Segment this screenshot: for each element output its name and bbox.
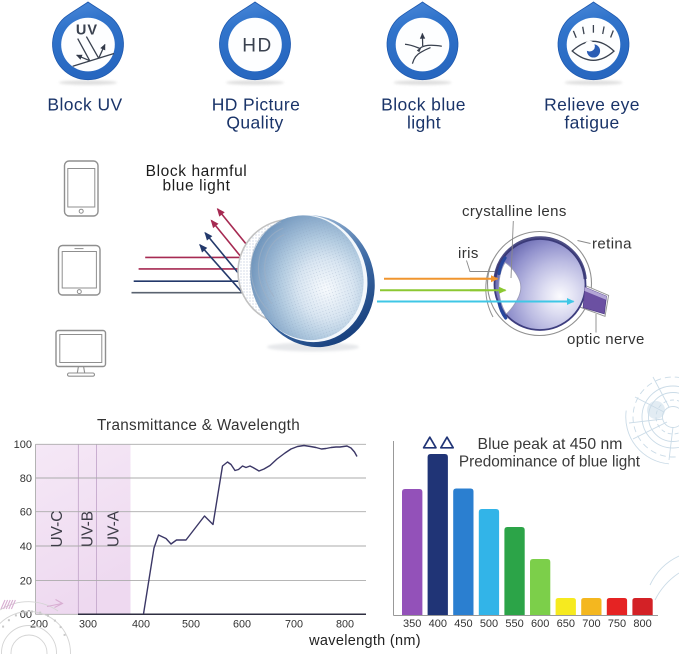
svg-text:700: 700: [582, 618, 600, 630]
svg-text:500: 500: [182, 618, 200, 630]
svg-text:HD Picture: HD Picture: [212, 95, 301, 115]
svg-text:Transmittance & Wavelength: Transmittance & Wavelength: [97, 417, 300, 434]
svg-text:80: 80: [20, 473, 32, 485]
svg-text:60: 60: [20, 507, 32, 519]
svg-text:Predominance of blue light: Predominance of blue light: [459, 454, 641, 471]
svg-text:100: 100: [14, 439, 32, 451]
svg-text:650: 650: [557, 618, 575, 630]
svg-text:700: 700: [285, 618, 303, 630]
svg-text:UV-C: UV-C: [49, 510, 66, 547]
svg-text:optic nerve: optic nerve: [567, 331, 645, 348]
svg-text:wavelength (nm): wavelength (nm): [308, 633, 421, 649]
svg-text:800: 800: [336, 618, 354, 630]
svg-text:200: 200: [30, 618, 48, 630]
svg-text:600: 600: [233, 618, 251, 630]
svg-text:750: 750: [608, 618, 626, 630]
svg-text:Blue peak at 450 nm: Blue peak at 450 nm: [478, 436, 623, 453]
svg-text:fatigue: fatigue: [564, 113, 619, 133]
svg-text:20: 20: [20, 576, 32, 588]
svg-text:Block blue: Block blue: [381, 95, 466, 115]
svg-text:500: 500: [480, 618, 498, 630]
svg-text:Relieve eye: Relieve eye: [544, 95, 640, 115]
svg-text:blue light: blue light: [162, 178, 230, 195]
svg-text:600: 600: [531, 618, 549, 630]
svg-text:450: 450: [454, 618, 472, 630]
svg-text:light: light: [407, 113, 441, 133]
svg-text:UV-A: UV-A: [106, 510, 123, 547]
svg-text:UV: UV: [76, 23, 98, 39]
svg-text:Quality: Quality: [226, 113, 283, 133]
svg-text:Block harmful: Block harmful: [146, 163, 248, 180]
svg-text:550: 550: [505, 618, 523, 630]
svg-text:iris: iris: [458, 245, 479, 262]
svg-text:Block UV: Block UV: [47, 95, 122, 115]
svg-text:crystalline lens: crystalline lens: [462, 203, 567, 220]
svg-text:retina: retina: [592, 236, 632, 253]
svg-text:HD: HD: [242, 36, 272, 57]
svg-text:350: 350: [403, 618, 421, 630]
svg-text:300: 300: [79, 618, 97, 630]
svg-text:400: 400: [429, 618, 447, 630]
svg-text:800: 800: [633, 618, 651, 630]
svg-text:400: 400: [132, 618, 150, 630]
svg-text:UV-B: UV-B: [80, 511, 97, 547]
svg-text:40: 40: [20, 541, 32, 553]
